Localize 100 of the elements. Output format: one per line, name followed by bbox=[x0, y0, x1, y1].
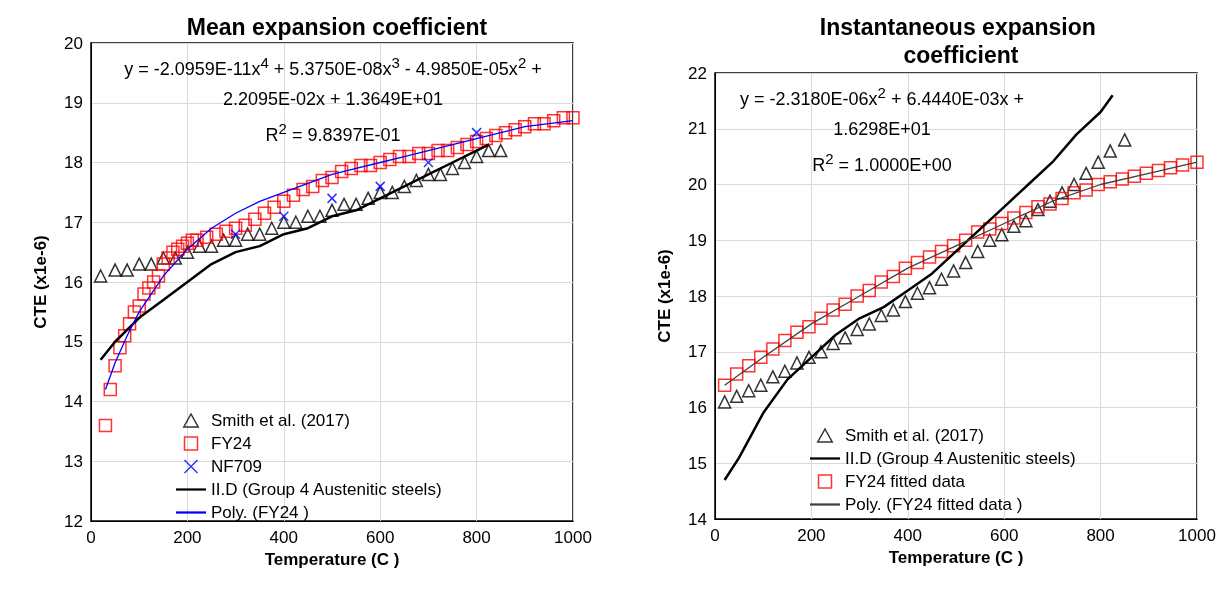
point bbox=[1055, 186, 1069, 200]
point bbox=[874, 308, 889, 323]
point bbox=[754, 378, 768, 392]
point bbox=[1115, 172, 1130, 186]
point bbox=[278, 211, 290, 222]
point bbox=[180, 236, 195, 250]
point bbox=[286, 188, 301, 203]
legend-label: II.D (Group 4 Austenitic steels) bbox=[211, 480, 442, 499]
annotation: R$^{2}$ = 9.8397E-01 bbox=[264, 119, 402, 147]
point bbox=[248, 212, 262, 227]
chart-title: Instantaneous expansion coefficient bbox=[819, 14, 1103, 68]
point bbox=[766, 370, 780, 384]
point bbox=[209, 227, 224, 241]
point bbox=[934, 272, 949, 287]
point bbox=[161, 251, 175, 265]
point bbox=[1175, 158, 1190, 172]
point bbox=[498, 125, 513, 140]
point bbox=[219, 224, 233, 238]
point bbox=[469, 134, 484, 149]
point bbox=[326, 193, 338, 204]
point bbox=[361, 191, 375, 206]
point bbox=[168, 251, 183, 265]
point bbox=[117, 329, 132, 343]
point bbox=[556, 110, 571, 125]
point bbox=[216, 233, 231, 247]
point bbox=[982, 222, 997, 236]
point bbox=[471, 127, 482, 138]
point bbox=[790, 356, 804, 370]
annotation: R$^{2}$ = 1.0000E+00 bbox=[811, 149, 953, 177]
point bbox=[537, 116, 551, 131]
point bbox=[108, 358, 122, 373]
point bbox=[1067, 177, 1081, 192]
point bbox=[886, 269, 901, 284]
point bbox=[922, 250, 937, 264]
legend-label: FY24 bbox=[211, 434, 252, 453]
point bbox=[778, 364, 792, 379]
y-axis-title: CTE (x1e-6) bbox=[655, 249, 674, 343]
point bbox=[1007, 211, 1021, 225]
point bbox=[862, 317, 876, 331]
point bbox=[1127, 169, 1142, 183]
point bbox=[1103, 174, 1117, 189]
point bbox=[334, 164, 349, 179]
point bbox=[252, 227, 267, 241]
y-tick-label: 18 bbox=[688, 286, 707, 306]
point bbox=[481, 143, 496, 158]
legend-label: Smith et al. (2017) bbox=[211, 411, 350, 430]
point bbox=[337, 197, 351, 212]
point bbox=[431, 143, 445, 158]
point bbox=[156, 257, 171, 271]
point bbox=[1007, 219, 1021, 234]
point bbox=[778, 333, 792, 348]
point bbox=[802, 319, 816, 334]
x-tick-label: 1000 bbox=[1178, 526, 1216, 545]
point bbox=[238, 218, 252, 232]
point bbox=[144, 257, 158, 271]
point bbox=[142, 281, 156, 295]
point bbox=[898, 261, 913, 275]
point bbox=[192, 239, 207, 253]
point bbox=[373, 155, 387, 170]
point bbox=[325, 203, 339, 218]
y-tick-label: 13 bbox=[64, 451, 83, 471]
point bbox=[754, 350, 768, 365]
point bbox=[934, 244, 949, 259]
point bbox=[508, 122, 522, 137]
point bbox=[450, 140, 465, 155]
point bbox=[315, 173, 330, 188]
y-tick-label: 20 bbox=[64, 33, 83, 53]
point bbox=[995, 227, 1009, 242]
point bbox=[946, 264, 961, 278]
point bbox=[402, 149, 416, 164]
point bbox=[180, 245, 195, 259]
point bbox=[790, 325, 804, 339]
point bbox=[717, 378, 732, 392]
point bbox=[373, 185, 387, 200]
point bbox=[457, 155, 472, 170]
point bbox=[120, 263, 134, 277]
point bbox=[344, 161, 359, 176]
x-tick-label: 0 bbox=[86, 528, 96, 547]
point bbox=[445, 161, 460, 176]
point bbox=[397, 179, 412, 194]
x-axis-title: Temperature (C ) bbox=[888, 547, 1024, 567]
y-tick-label: 19 bbox=[64, 93, 83, 113]
point bbox=[826, 303, 840, 317]
point bbox=[910, 255, 925, 270]
y-tick-label: 21 bbox=[688, 119, 707, 139]
point bbox=[440, 143, 455, 158]
point bbox=[479, 131, 493, 146]
point bbox=[93, 269, 108, 283]
point bbox=[717, 395, 732, 409]
point bbox=[204, 239, 219, 253]
point bbox=[566, 110, 580, 125]
point bbox=[228, 233, 243, 247]
point bbox=[958, 255, 973, 270]
point bbox=[995, 216, 1009, 231]
point bbox=[489, 128, 503, 143]
x-tick-label: 200 bbox=[173, 528, 202, 547]
point bbox=[1067, 186, 1081, 200]
point bbox=[970, 244, 985, 259]
point bbox=[1163, 161, 1178, 175]
point bbox=[1139, 166, 1154, 181]
